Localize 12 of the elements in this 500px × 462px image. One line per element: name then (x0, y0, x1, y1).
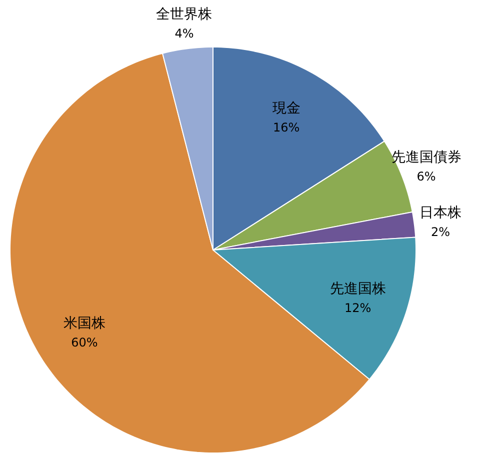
slice-label: 日本株 (420, 205, 462, 222)
slice-label: 米国株 (63, 316, 106, 332)
data-label: 2% (431, 225, 450, 240)
data-label: 16% (273, 120, 300, 135)
slice-label: 先進国株 (330, 281, 386, 298)
data-label: 60% (71, 336, 98, 350)
slice-label: 全世界株 (156, 6, 212, 22)
slice-label: 現金 (272, 100, 300, 117)
data-label: 12% (344, 301, 372, 316)
slice-label: 先進国債券 (391, 150, 462, 166)
data-label: 6% (416, 170, 436, 184)
data-label: 4% (174, 26, 194, 40)
